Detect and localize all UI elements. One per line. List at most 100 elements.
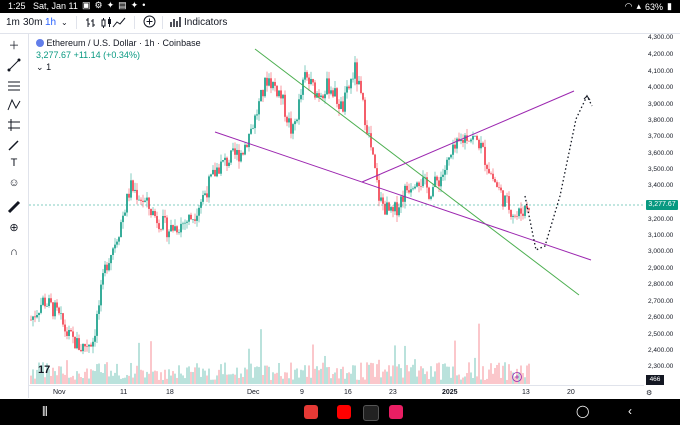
candle-body xyxy=(434,176,436,188)
interval-1h[interactable]: 1h xyxy=(45,17,57,28)
volume-bar xyxy=(118,375,120,384)
price-axis[interactable]: 4,300.00 4,200.00 4,100.00 4,000.00 3,90… xyxy=(644,34,680,398)
text-tool-icon[interactable]: T xyxy=(10,157,18,169)
forecast-tool-icon[interactable] xyxy=(6,118,22,134)
candle-body xyxy=(366,125,368,134)
volume-bar xyxy=(78,373,80,384)
candle-body xyxy=(302,79,304,95)
volume-bar xyxy=(416,376,418,384)
candle-body xyxy=(512,215,514,217)
app-black-icon[interactable] xyxy=(363,405,379,421)
candle-body xyxy=(494,179,496,183)
pattern-tool-icon[interactable] xyxy=(6,98,22,114)
magnet-icon[interactable]: ∩ xyxy=(10,246,18,258)
price-chart[interactable] xyxy=(29,34,677,398)
candle-body xyxy=(56,302,58,308)
candle-body xyxy=(224,157,226,161)
volume-bar xyxy=(220,364,222,384)
chevron-down-icon[interactable]: ⌄ xyxy=(36,62,44,72)
line-chart-icon[interactable] xyxy=(112,17,126,31)
app-pink-icon[interactable] xyxy=(389,405,403,419)
volume-bar xyxy=(436,363,438,384)
volume-bar xyxy=(98,363,100,384)
trendline-tool-icon[interactable] xyxy=(6,58,22,74)
volume-bar xyxy=(474,357,476,384)
volume-bar xyxy=(430,366,432,384)
notification-icons: ▣ ⚙ ✦ ▤ ✦ • xyxy=(82,0,145,11)
volume-bar xyxy=(214,379,216,384)
crosshair-icon[interactable]: ＋ xyxy=(8,40,20,52)
volume-bar xyxy=(328,366,330,384)
candle-body xyxy=(430,196,432,199)
candle-body xyxy=(72,331,74,337)
compare-plus-icon[interactable] xyxy=(143,15,156,31)
candle-body xyxy=(498,187,500,188)
settings-icon[interactable]: ⚙ xyxy=(646,390,653,397)
home-icon[interactable]: ◯ xyxy=(576,404,590,418)
indicators-icon[interactable] xyxy=(170,16,182,31)
volume-bars xyxy=(30,323,530,384)
indicators-button[interactable]: Indicators xyxy=(184,17,228,28)
volume-bar xyxy=(502,365,504,384)
recent-apps-icon[interactable]: ⦀ xyxy=(42,404,48,419)
brush-tool-icon[interactable] xyxy=(6,138,22,154)
candle-body xyxy=(312,79,314,83)
candle-body xyxy=(326,78,328,95)
youtube-icon[interactable] xyxy=(337,405,351,419)
candle-body xyxy=(212,169,214,175)
candles-icon[interactable] xyxy=(101,17,113,31)
volume-bar xyxy=(296,368,298,384)
volume-bar xyxy=(88,378,90,384)
chevron-down-icon[interactable]: ⌄ xyxy=(61,18,68,27)
volume-bar xyxy=(348,372,350,384)
candle-body xyxy=(288,118,290,123)
volume-bar xyxy=(438,362,440,384)
volume-bar xyxy=(494,367,496,384)
candle-body xyxy=(244,144,246,155)
candle-body xyxy=(454,144,456,149)
interval-30m[interactable]: 30m xyxy=(23,17,43,28)
candle-body xyxy=(280,90,282,99)
candle-body xyxy=(146,197,148,201)
volume-bar xyxy=(136,365,138,384)
interval-1m[interactable]: 1m xyxy=(6,17,20,28)
candle-body xyxy=(104,264,106,274)
time-axis[interactable]: Nov 11 18 Dec 9 16 23 2025 13 20 ⚙ xyxy=(29,385,652,400)
back-icon[interactable]: ‹ xyxy=(628,404,632,418)
candle-body xyxy=(346,86,348,93)
time-label: 16 xyxy=(344,389,352,396)
volume-bar xyxy=(342,366,344,384)
volume-indicator-label[interactable]: 1 xyxy=(46,62,52,72)
bars-icon[interactable] xyxy=(86,17,96,31)
candle-body xyxy=(496,182,498,188)
volume-bar xyxy=(174,373,176,384)
symbol-title[interactable]: Ethereum / U.S. Dollar · 1h · Coinbase xyxy=(46,38,201,48)
volume-bar xyxy=(100,372,102,384)
candle-body xyxy=(194,219,196,221)
volume-bar xyxy=(44,377,46,384)
candle-body xyxy=(264,77,266,97)
candle-body xyxy=(372,147,374,155)
ruler-icon[interactable] xyxy=(6,200,22,216)
candle-body xyxy=(504,195,506,207)
volume-bar xyxy=(340,369,342,384)
candle-body xyxy=(64,324,66,332)
wifi-icon: ◠ xyxy=(624,1,633,11)
candle-body xyxy=(446,159,448,170)
emoji-tool-icon[interactable]: ☺ xyxy=(8,177,20,189)
purple-lower-line xyxy=(214,131,592,261)
candle-body xyxy=(52,302,54,317)
candle-body xyxy=(196,215,198,221)
volume-bar xyxy=(130,362,132,384)
candle-body xyxy=(68,330,70,336)
volume-bar xyxy=(470,372,472,384)
candle-body xyxy=(420,186,422,187)
candle-body xyxy=(482,142,484,147)
candle-body xyxy=(442,174,444,177)
zoom-in-icon[interactable]: ⊕ xyxy=(9,222,19,234)
candle-body xyxy=(300,94,302,100)
fib-tool-icon[interactable] xyxy=(6,79,22,95)
volume-bar xyxy=(92,370,94,384)
app-red-icon[interactable] xyxy=(304,405,318,419)
volume-bar xyxy=(404,345,406,384)
